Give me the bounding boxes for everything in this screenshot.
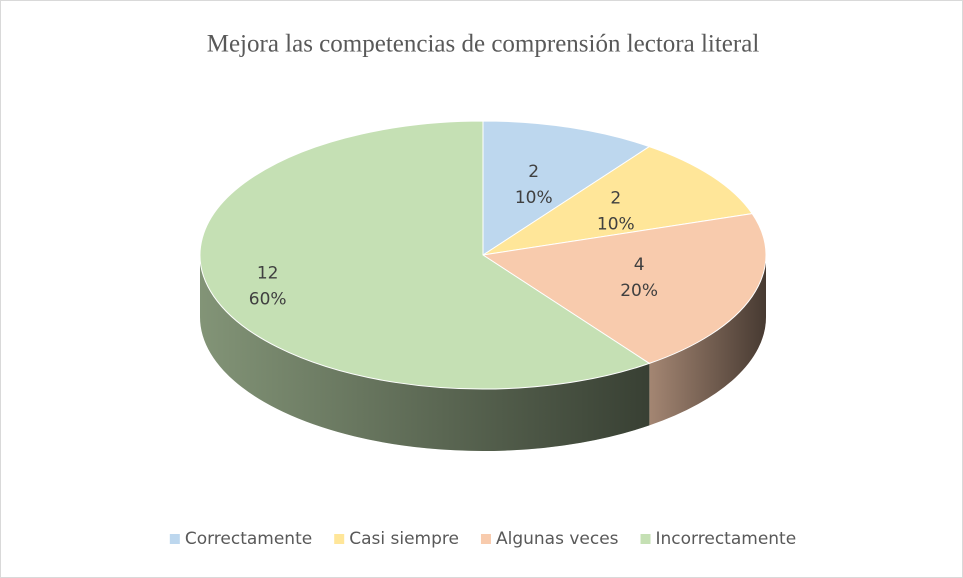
data-label-percent: 60% (249, 289, 287, 309)
slice (482, 146, 754, 256)
legend-marker (334, 534, 345, 544)
legend-marker (480, 534, 491, 544)
legend-marker (640, 534, 651, 544)
legend-label: Casi siempre (349, 529, 459, 549)
data-label-value: 2 (610, 189, 621, 209)
legend-label: Incorrectamente (656, 529, 797, 549)
chart-title: Mejora las competencias de comprensión l… (207, 31, 760, 58)
data-label-percent: 20% (620, 281, 658, 301)
slice-side-shade (649, 255, 766, 426)
data-label-percent: 10% (515, 188, 553, 208)
data-label-value: 4 (634, 255, 645, 275)
slice (482, 120, 651, 256)
legend-marker (169, 534, 180, 544)
legend-label: Correctamente (185, 529, 312, 549)
slice (481, 213, 767, 364)
data-label-value: 12 (257, 263, 279, 283)
data-label-percent: 10% (597, 215, 635, 235)
legend: Correctamente Casi siempre Algunas veces In… (169, 529, 797, 549)
legend-label: Algunas veces (496, 529, 619, 549)
slice (199, 120, 651, 390)
slice-side-shade (200, 255, 650, 451)
data-label-value: 2 (528, 162, 539, 182)
